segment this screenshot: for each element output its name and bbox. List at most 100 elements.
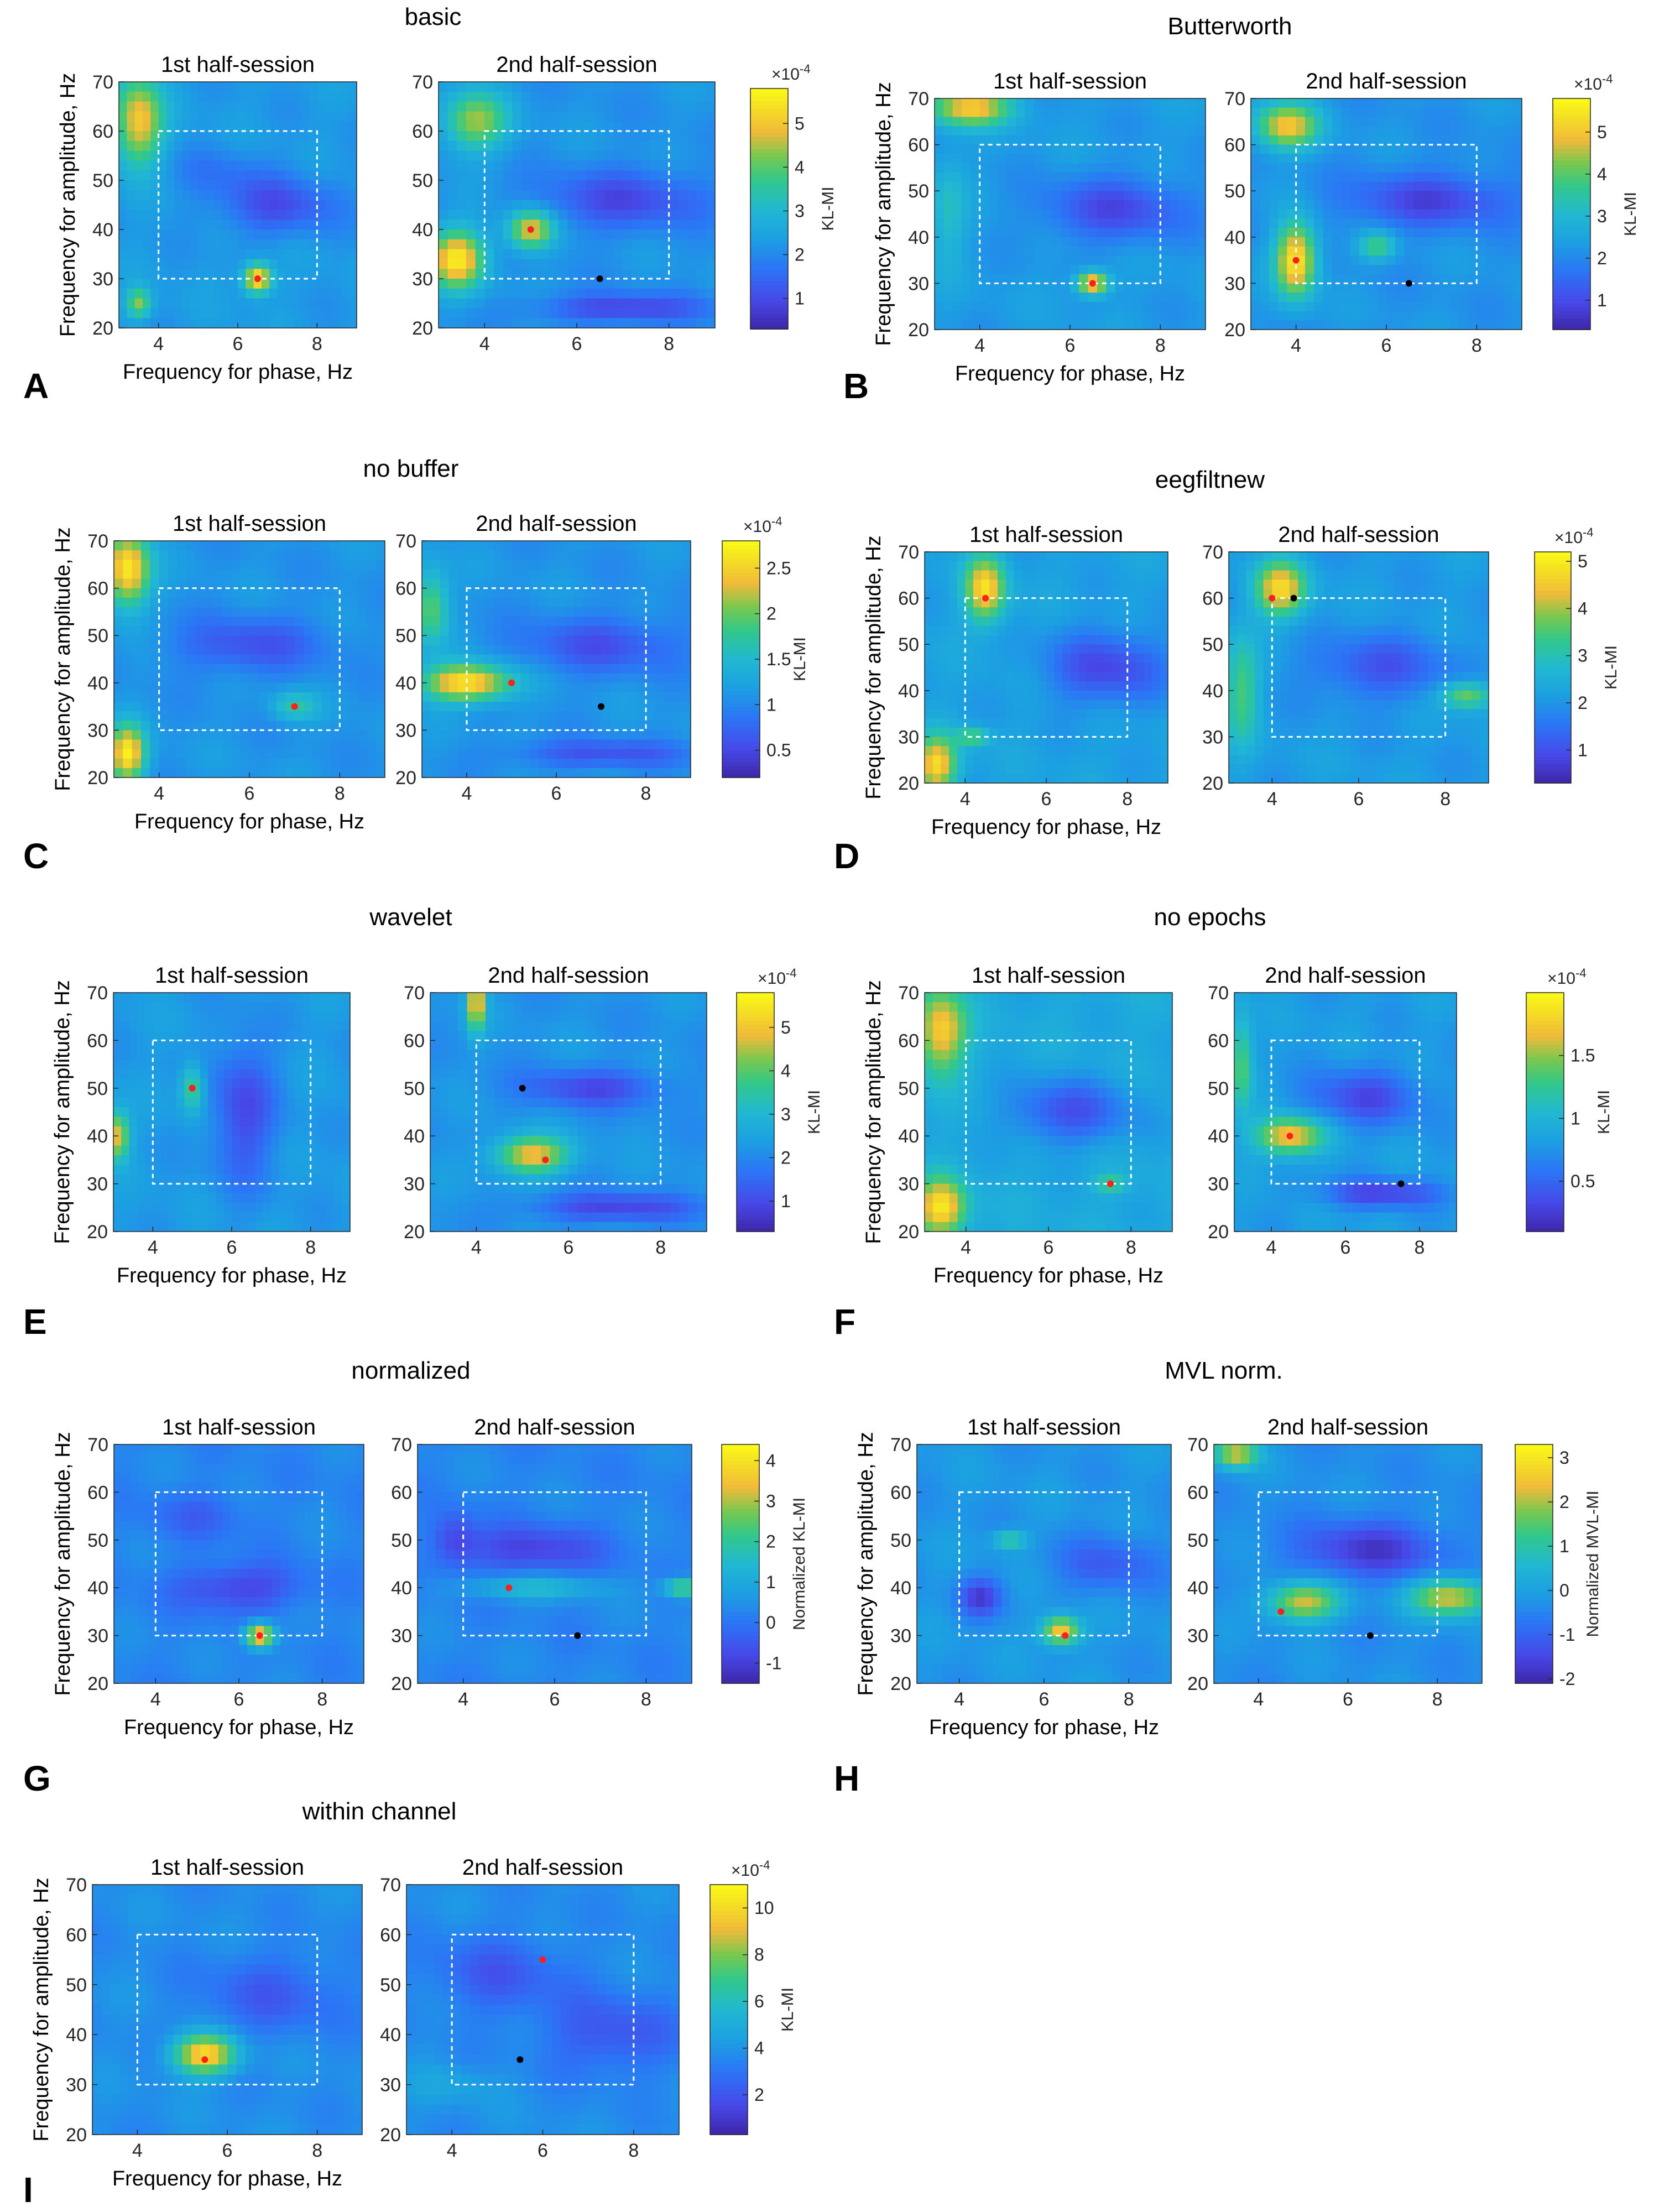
heatmap-cell: [1422, 191, 1432, 201]
heatmap-cell: [1187, 274, 1197, 284]
heatmap-cell: [660, 229, 670, 240]
heatmap-cell: [1468, 98, 1478, 108]
heatmap-cell: [312, 664, 322, 674]
heatmap-cell: [1025, 311, 1035, 321]
heatmap-cell: [277, 190, 286, 201]
heatmap-cell: [1088, 293, 1098, 302]
heatmap-cell: [190, 269, 199, 279]
roi-box: [483, 130, 670, 280]
heatmap-cell: [484, 730, 494, 740]
heatmap-cell: [457, 288, 467, 299]
x-tick-label: 8: [1155, 335, 1166, 356]
heatmap-cell: [943, 283, 953, 293]
heatmap-cell: [521, 180, 531, 191]
heatmap-cell: [1287, 265, 1297, 275]
heatmap-cell: [174, 279, 183, 289]
heatmap-cell: [1386, 163, 1396, 173]
heatmap-cell: [182, 220, 191, 230]
heatmap-cell: [195, 541, 205, 551]
colorbar-step: [1553, 248, 1590, 253]
heatmap-cell: [521, 308, 531, 319]
heatmap-cell: [540, 229, 550, 240]
heatmap-cell: [1413, 107, 1423, 118]
heatmap-cell: [1386, 209, 1396, 220]
heatmap-cell: [1070, 181, 1080, 191]
heatmap-cell: [1142, 200, 1152, 210]
heatmap-cell: [213, 730, 223, 740]
heatmap-cell: [325, 170, 333, 181]
heatmap-cell: [1133, 320, 1143, 330]
heatmap-cell: [304, 569, 314, 580]
heatmap-cell: [565, 597, 575, 608]
heatmap-cell: [439, 91, 448, 102]
heatmap-cell: [285, 597, 295, 608]
heatmap-cell: [1359, 135, 1369, 145]
heatmap-cell: [134, 190, 143, 201]
heatmap-cell: [422, 635, 431, 646]
heatmap-cell: [249, 682, 259, 693]
heatmap-cell: [143, 269, 152, 279]
y-tick-label: 70: [87, 531, 108, 552]
heatmap-cell: [1422, 255, 1432, 265]
heatmap-cell: [340, 692, 349, 702]
heatmap-cell: [949, 588, 958, 599]
heatmap-cell: [431, 607, 441, 617]
heatmap-cell: [204, 550, 214, 560]
heatmap-cell: [646, 768, 655, 778]
heatmap-cell: [1160, 163, 1170, 173]
heatmap-cell: [1278, 191, 1288, 201]
colorbar-step: [722, 675, 760, 680]
heatmap-cell: [1341, 200, 1351, 210]
heatmap-cell: [214, 180, 223, 191]
heatmap-cell: [439, 111, 448, 122]
heatmap-cell: [989, 228, 999, 238]
heatmap-cell: [1079, 163, 1089, 173]
heatmap-cell: [530, 101, 541, 112]
heatmap-cell: [132, 597, 142, 608]
heatmap-cell: [269, 298, 278, 309]
heatmap-cell: [214, 318, 223, 328]
heatmap-cell: [558, 249, 568, 260]
heatmap-cell: [1413, 172, 1423, 182]
heatmap-cell: [540, 180, 550, 191]
heatmap-cell: [246, 269, 254, 279]
heatmap-cell: [1341, 311, 1351, 321]
heatmap-cell: [150, 758, 160, 769]
heatmap-cell: [925, 737, 933, 747]
heatmap-cell: [494, 239, 504, 250]
heatmap-cell: [628, 692, 638, 702]
heatmap-cell: [214, 249, 223, 260]
colorbar-step: [750, 160, 788, 165]
heatmap-cell: [466, 308, 476, 319]
heatmap-cell: [520, 711, 530, 722]
heatmap-cell: [998, 255, 1008, 265]
y-tick-label: 40: [412, 220, 433, 241]
heatmap-cell: [549, 318, 559, 328]
heatmap-cell: [258, 711, 268, 722]
heatmap-cell: [1079, 274, 1089, 284]
heatmap-cell: [333, 239, 342, 250]
heatmap-cell: [222, 91, 231, 102]
heatmap-cell: [159, 560, 169, 570]
heatmap-cell: [503, 82, 513, 92]
heatmap-cell: [1142, 237, 1152, 247]
heatmap-cell: [321, 749, 331, 759]
heatmap-cell: [1079, 144, 1089, 155]
heatmap-cell: [114, 569, 124, 580]
heatmap-cell: [367, 597, 377, 608]
heatmap-cell: [238, 220, 247, 230]
heatmap-cell: [213, 682, 223, 693]
heatmap-cell: [636, 739, 646, 750]
heatmap-cell: [529, 721, 539, 731]
heatmap-cell: [1495, 265, 1505, 275]
heatmap-cell: [672, 617, 682, 627]
heatmap-cell: [484, 131, 494, 142]
heatmap-cell: [229, 259, 238, 269]
heatmap-cell: [1178, 218, 1188, 228]
heatmap-cell: [530, 131, 541, 142]
heatmap-cell: [1431, 98, 1441, 108]
heatmap-cell: [1061, 228, 1071, 238]
heatmap-cell: [530, 140, 541, 152]
heatmap-cell: [549, 140, 559, 152]
heatmap-cell: [457, 692, 467, 702]
